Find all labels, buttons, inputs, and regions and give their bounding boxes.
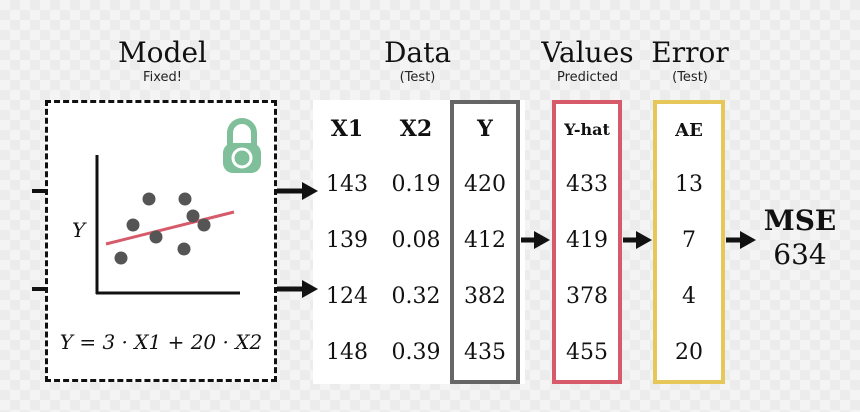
cell-y: 412	[464, 228, 506, 253]
predicted-value: 433	[566, 172, 608, 197]
scatter-point	[197, 218, 211, 232]
predicted-value: 455	[566, 340, 608, 365]
error-title: Error	[651, 36, 729, 69]
cell-y: 420	[464, 172, 506, 197]
error-column-frame	[653, 100, 725, 384]
y-column-frame	[450, 100, 520, 384]
header-y-hat: Y-hat	[564, 120, 610, 139]
error-value: 4	[682, 284, 696, 309]
lock-icon	[223, 118, 261, 173]
cell-x1: 148	[326, 340, 368, 365]
header-y: Y	[477, 116, 493, 142]
scatter-point	[177, 242, 191, 256]
header-ae: AE	[675, 120, 703, 141]
scatter-point	[186, 209, 200, 223]
mse-value: 634	[773, 238, 827, 271]
model-subtitle: Fixed!	[143, 70, 182, 85]
cell-x2: 0.19	[391, 172, 441, 197]
regression-line	[105, 210, 235, 246]
error-value: 13	[675, 172, 703, 197]
cell-y: 435	[464, 340, 506, 365]
cell-x2: 0.08	[391, 228, 441, 253]
predicted-title: Values	[541, 36, 634, 69]
predicted-value: 378	[566, 284, 608, 309]
scatter-point	[142, 192, 156, 206]
arrow-data-to-predicted	[521, 231, 550, 249]
predicted-subtitle: Predicted	[556, 70, 619, 85]
cell-x1: 139	[326, 228, 368, 253]
cell-x1: 143	[326, 172, 368, 197]
cell-x2: 0.39	[391, 340, 441, 365]
arrow-error-to-mse	[726, 231, 756, 249]
data-subtitle: (Test)	[399, 70, 436, 85]
header-x1: X1	[330, 116, 364, 142]
model-y-axis-label: Y	[72, 218, 86, 242]
scatter-point	[126, 218, 140, 232]
cell-x1: 124	[326, 284, 368, 309]
error-value: 20	[675, 340, 703, 365]
arrow-predicted-to-error	[623, 231, 652, 249]
arrow-model-to-data-top	[277, 182, 318, 200]
cell-y: 382	[464, 284, 506, 309]
error-subtitle: (Test)	[672, 70, 708, 85]
predicted-value: 419	[566, 228, 608, 253]
header-x2: X2	[399, 116, 433, 142]
scatter-points	[114, 192, 211, 265]
scatter-point	[178, 192, 192, 206]
data-title: Data	[383, 36, 452, 69]
predicted-column-frame	[552, 100, 622, 384]
plot-axes	[95, 155, 240, 295]
scatter-point	[114, 251, 128, 265]
model-title: Model	[118, 36, 207, 69]
error-value: 7	[682, 228, 696, 253]
mse-label: MSE	[763, 204, 837, 237]
arrow-model-to-data-bottom	[277, 280, 318, 298]
model-equation: Y = 3 · X1 + 20 · X2	[59, 330, 263, 354]
cell-x2: 0.32	[391, 284, 441, 309]
scatter-point	[149, 230, 163, 244]
